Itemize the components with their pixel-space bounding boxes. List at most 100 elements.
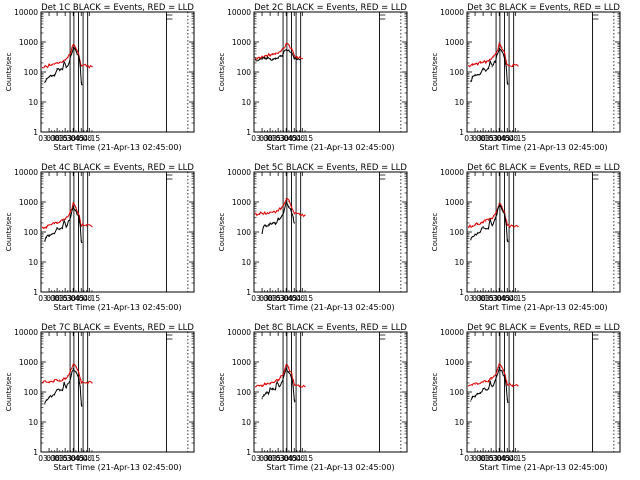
y-tick-label: 1 bbox=[246, 288, 251, 297]
data-point-red bbox=[293, 384, 295, 386]
plot-frame bbox=[40, 331, 195, 453]
data-point-red bbox=[67, 375, 69, 377]
x-tick-label: 03:30 bbox=[54, 294, 76, 303]
data-point-red bbox=[64, 59, 66, 61]
data-point-red bbox=[474, 383, 476, 385]
marker-flag bbox=[166, 14, 173, 20]
data-point-red bbox=[272, 54, 274, 56]
data-point-red bbox=[501, 47, 503, 49]
data-point-red bbox=[288, 200, 290, 202]
x-tick-label: 04:00 bbox=[496, 454, 518, 463]
x-tick-label: 03:30 bbox=[267, 134, 289, 143]
y-tick-label: 100 bbox=[24, 228, 39, 237]
data-point-black bbox=[293, 57, 295, 59]
data-point-red bbox=[511, 225, 514, 227]
data-point-black bbox=[48, 76, 50, 78]
y-tick-label: 10 bbox=[241, 98, 251, 107]
x-tick-label: 03:45 bbox=[275, 294, 297, 303]
data-point-black bbox=[78, 215, 80, 217]
y-tick-label: 10 bbox=[454, 98, 464, 107]
data-point-black bbox=[471, 77, 473, 79]
chart-title: Det 6C BLACK = Events, RED = LLD bbox=[467, 163, 620, 173]
y-tick-label: 1000 bbox=[232, 38, 251, 47]
y-tick-label: 1 bbox=[246, 128, 251, 137]
chart-title: Det 9C BLACK = Events, RED = LLD bbox=[467, 323, 620, 333]
data-point-black bbox=[498, 204, 500, 206]
data-point-red bbox=[61, 379, 64, 381]
data-point-red bbox=[53, 380, 56, 382]
data-point-red bbox=[269, 54, 271, 56]
data-point-red bbox=[505, 60, 507, 62]
x-tick-label: 04:00 bbox=[70, 134, 92, 143]
data-point-red bbox=[479, 62, 481, 64]
data-point-red bbox=[75, 366, 77, 368]
data-point-black bbox=[53, 394, 56, 396]
data-point-red bbox=[78, 52, 80, 54]
data-point-red bbox=[293, 213, 295, 215]
chart-title: Det 1C BLACK = Events, RED = LLD bbox=[41, 3, 194, 13]
data-point-red bbox=[477, 223, 479, 225]
data-point-red bbox=[277, 52, 279, 54]
chart-panel-9: Det 9C BLACK = Events, RED = LLD 1 10 100 10… bbox=[431, 323, 621, 472]
y-tick-label: 10 bbox=[454, 418, 464, 427]
y-axis-label: Counts/sec bbox=[5, 373, 13, 412]
data-point-black bbox=[474, 395, 476, 397]
y-tick-label: 10000 bbox=[227, 168, 251, 177]
data-point-red bbox=[482, 221, 484, 223]
data-point-red bbox=[487, 380, 490, 382]
data-point-black bbox=[261, 232, 263, 234]
data-point-red bbox=[474, 63, 476, 65]
x-tick-label: 04:00 bbox=[283, 134, 305, 143]
y-tick-label: 10 bbox=[28, 258, 38, 267]
data-point-red bbox=[264, 55, 266, 58]
x-tick-label: 03:15 bbox=[46, 134, 68, 143]
data-point-red bbox=[72, 203, 74, 205]
data-point-red bbox=[511, 64, 514, 66]
data-point-red bbox=[266, 55, 268, 57]
data-point-red bbox=[61, 220, 64, 222]
data-point-black bbox=[265, 392, 267, 394]
data-point-red bbox=[493, 215, 495, 217]
data-point-red bbox=[255, 58, 257, 60]
data-point-red bbox=[51, 64, 53, 66]
series-line-black bbox=[44, 369, 83, 407]
x-tick-label: 03:00 bbox=[464, 294, 486, 303]
data-point-black bbox=[72, 47, 74, 49]
data-point-red bbox=[269, 211, 271, 213]
data-point-black bbox=[477, 232, 479, 234]
x-tick-label: 04:00 bbox=[70, 454, 92, 463]
y-tick-label: 1000 bbox=[232, 198, 251, 207]
chart-title: Det 7C BLACK = Events, RED = LLD bbox=[41, 323, 194, 333]
chart-panel-6: Det 6C BLACK = Events, RED = LLD 1 10 100 10… bbox=[431, 163, 621, 312]
x-tick-label: 03:30 bbox=[54, 454, 76, 463]
data-point-black bbox=[498, 367, 500, 369]
data-point-black bbox=[479, 392, 481, 394]
data-point-black bbox=[296, 58, 298, 60]
data-point-black bbox=[81, 84, 83, 86]
data-point-black bbox=[282, 52, 285, 54]
x-tick-label: 04:15 bbox=[505, 454, 527, 463]
marker-flag bbox=[379, 14, 386, 20]
data-point-red bbox=[291, 372, 293, 374]
data-point-black bbox=[269, 388, 271, 390]
y-tick-label: 10 bbox=[28, 418, 38, 427]
data-point-black bbox=[282, 211, 285, 213]
x-tick-label: 03:00 bbox=[38, 454, 60, 463]
data-point-black bbox=[489, 60, 491, 62]
chart-title: Det 5C BLACK = Events, RED = LLD bbox=[254, 163, 407, 173]
data-point-red bbox=[479, 222, 481, 224]
data-point-black bbox=[489, 219, 491, 221]
data-point-red bbox=[288, 44, 290, 46]
y-tick-label: 10000 bbox=[440, 168, 464, 177]
data-point-black bbox=[45, 78, 48, 80]
y-tick-label: 10000 bbox=[14, 8, 38, 17]
marker-flag bbox=[592, 334, 599, 340]
series-line-black bbox=[470, 367, 509, 403]
data-point-red bbox=[42, 227, 44, 229]
y-axis-label: Counts/sec bbox=[5, 213, 13, 252]
data-point-black bbox=[291, 211, 293, 213]
x-tick-label: 04:15 bbox=[505, 294, 527, 303]
data-point-black bbox=[491, 224, 493, 226]
data-point-red bbox=[274, 380, 277, 382]
